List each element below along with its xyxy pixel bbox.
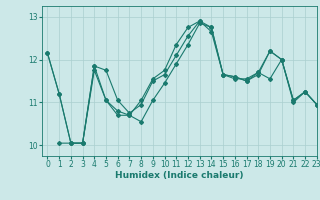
X-axis label: Humidex (Indice chaleur): Humidex (Indice chaleur) xyxy=(115,171,244,180)
